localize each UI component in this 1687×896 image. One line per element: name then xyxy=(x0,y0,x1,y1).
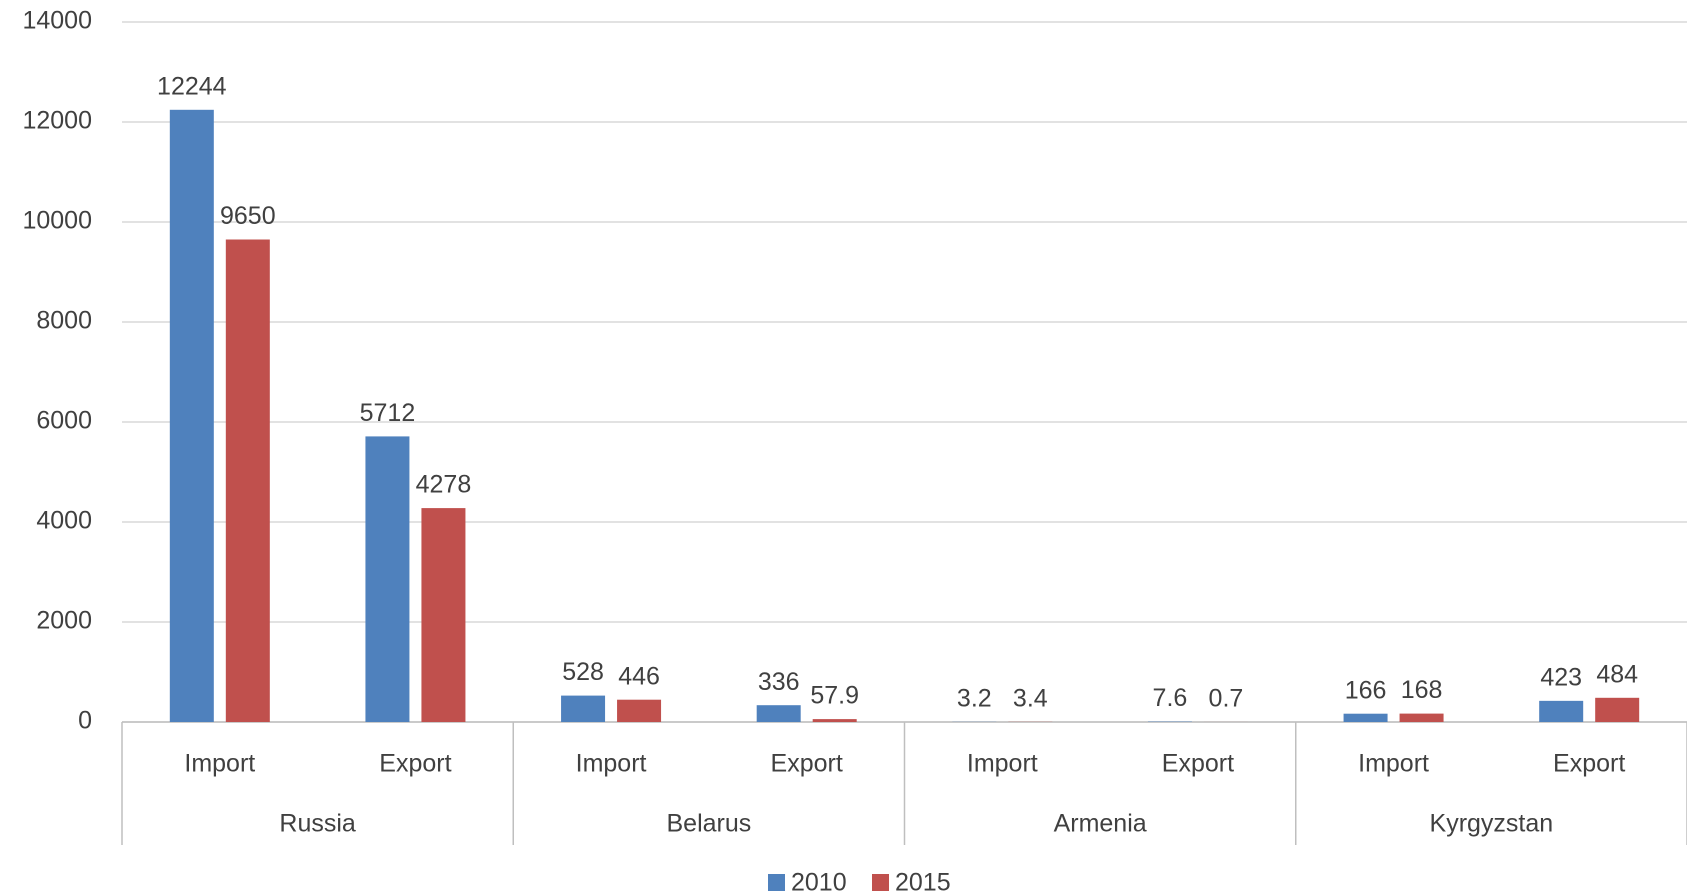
legend-label: 2015 xyxy=(895,869,951,896)
x-tick-label: Export xyxy=(1553,750,1625,778)
bar xyxy=(365,436,410,722)
x-tick-label: Export xyxy=(1162,750,1234,778)
legend-label: 2010 xyxy=(791,869,847,896)
y-tick-label: 2000 xyxy=(36,607,92,635)
data-label: 5712 xyxy=(360,399,416,427)
y-tick-label: 10000 xyxy=(22,207,92,235)
y-tick-label: 0 xyxy=(78,707,92,735)
group-label: Kyrgyzstan xyxy=(1430,810,1554,838)
x-tick-label: Export xyxy=(771,750,843,778)
bar xyxy=(812,719,857,722)
bar xyxy=(617,699,662,722)
data-label: 4278 xyxy=(416,471,472,499)
y-tick-label: 8000 xyxy=(36,307,92,335)
y-tick-label: 4000 xyxy=(36,507,92,535)
legend-swatch xyxy=(768,874,785,891)
bar xyxy=(225,239,270,722)
data-label: 7.6 xyxy=(1153,684,1188,712)
bar xyxy=(1539,700,1584,722)
x-tick-label: Import xyxy=(576,750,647,778)
x-tick-label: Import xyxy=(184,750,255,778)
data-label: 3.2 xyxy=(957,684,992,712)
data-label: 3.4 xyxy=(1013,684,1048,712)
bar xyxy=(169,109,214,723)
bar xyxy=(1595,697,1640,722)
legend-swatch xyxy=(872,874,889,891)
data-label: 484 xyxy=(1596,660,1638,688)
bar xyxy=(561,695,606,722)
group-label: Russia xyxy=(279,810,356,838)
bar xyxy=(421,508,466,722)
x-tick-label: Export xyxy=(379,750,451,778)
data-label: 57.9 xyxy=(810,682,859,710)
y-tick-label: 12000 xyxy=(22,107,92,135)
bar xyxy=(1343,713,1388,722)
data-label: 168 xyxy=(1401,676,1443,704)
data-label: 528 xyxy=(562,658,604,686)
data-label: 0.7 xyxy=(1209,685,1244,713)
data-label: 166 xyxy=(1345,676,1387,704)
x-tick-label: Import xyxy=(1358,750,1429,778)
x-tick-label: Import xyxy=(967,750,1038,778)
group-label: Armenia xyxy=(1054,810,1147,838)
y-tick-label: 14000 xyxy=(22,7,92,35)
data-label: 446 xyxy=(618,662,660,690)
y-tick-label: 6000 xyxy=(36,407,92,435)
bar xyxy=(1399,713,1444,722)
bar xyxy=(756,705,801,722)
data-label: 12244 xyxy=(157,72,227,100)
data-label: 9650 xyxy=(220,202,276,230)
data-label: 336 xyxy=(758,668,800,696)
data-label: 423 xyxy=(1540,663,1582,691)
group-label: Belarus xyxy=(666,810,751,838)
